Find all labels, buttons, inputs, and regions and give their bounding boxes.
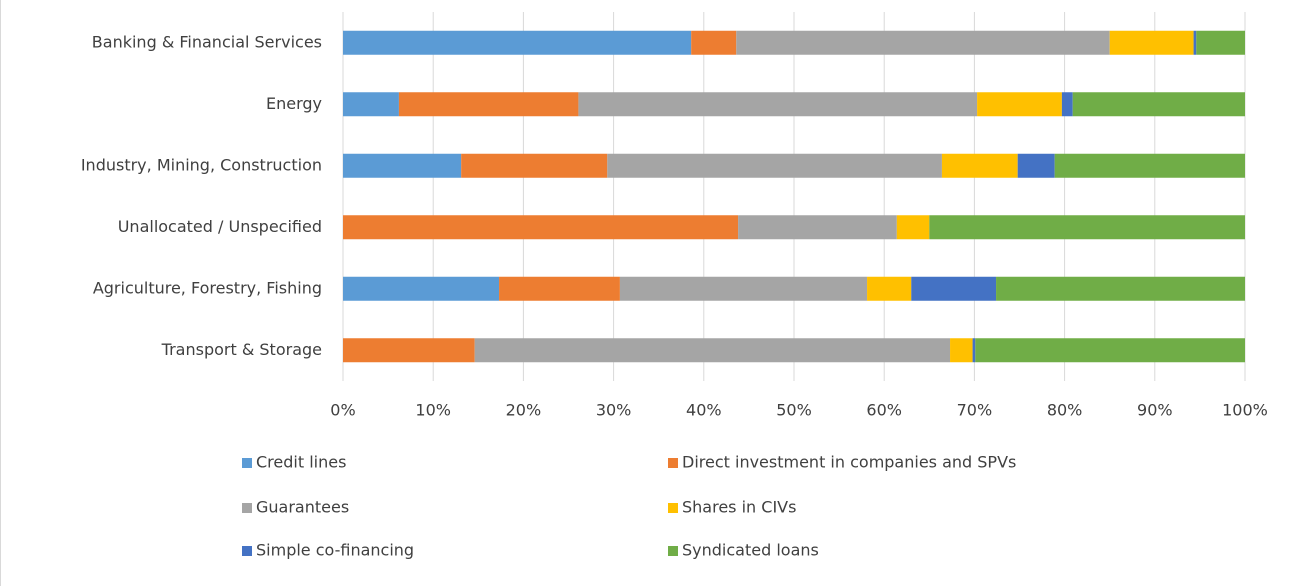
bar-segment <box>911 276 997 301</box>
y-tick-label: Industry, Mining, Construction <box>81 155 322 174</box>
y-tick-label: Banking & Financial Services <box>92 32 322 51</box>
legend-swatch <box>242 458 252 468</box>
x-tick-label: 90% <box>1137 401 1173 420</box>
bar-segment <box>499 276 620 301</box>
legend-swatch <box>242 546 252 556</box>
bar-segment <box>607 153 942 178</box>
bar-segment <box>343 215 739 240</box>
x-tick-label: 30% <box>596 401 632 420</box>
legend-label: Guarantees <box>256 498 349 517</box>
bar-segment <box>975 338 1245 363</box>
legend-label: Direct investment in companies and SPVs <box>682 453 1016 472</box>
bar-segment <box>474 338 951 363</box>
bar-segment <box>977 92 1062 117</box>
legend-swatch <box>668 458 678 468</box>
bar-segment <box>398 92 579 117</box>
y-tick-label: Unallocated / Unspecified <box>118 217 322 236</box>
bar-segment <box>578 92 978 117</box>
legend-label: Shares in CIVs <box>682 498 796 517</box>
legend-swatch <box>242 503 252 513</box>
legend-swatch <box>668 546 678 556</box>
bar-segment <box>929 215 1245 240</box>
bar-segment <box>461 153 608 178</box>
y-tick-label: Agriculture, Forestry, Fishing <box>93 278 322 297</box>
x-tick-label: 100% <box>1222 401 1268 420</box>
x-tick-label: 50% <box>776 401 812 420</box>
bar-segment <box>1054 153 1245 178</box>
x-tick-label: 60% <box>866 401 902 420</box>
bar-segment <box>343 338 475 363</box>
legend-label: Simple co-financing <box>256 541 414 560</box>
bar-segment <box>972 338 976 363</box>
bar-segment <box>343 30 692 55</box>
x-tick-label: 70% <box>957 401 993 420</box>
bar-segment <box>1196 30 1245 55</box>
bar-segment <box>691 30 737 55</box>
legend-label: Credit lines <box>256 453 346 472</box>
bar-segment <box>1109 30 1194 55</box>
bar-segment <box>941 153 1018 178</box>
bar-segment <box>1061 92 1073 117</box>
legend-swatch <box>668 503 678 513</box>
x-tick-label: 10% <box>415 401 451 420</box>
bar-segment <box>867 276 912 301</box>
x-tick-label: 40% <box>686 401 722 420</box>
x-tick-label: 20% <box>506 401 542 420</box>
bar-segment <box>619 276 868 301</box>
bar-segment <box>996 276 1245 301</box>
bar-segment <box>1017 153 1055 178</box>
bar-segment <box>1193 30 1197 55</box>
legend-label: Syndicated loans <box>682 541 819 560</box>
bar-segment <box>950 338 973 363</box>
bar-segment <box>736 30 1110 55</box>
bar-segment <box>343 153 462 178</box>
bar-segment <box>896 215 930 240</box>
bar-segment <box>1072 92 1245 117</box>
bar-segment <box>738 215 897 240</box>
x-tick-label: 0% <box>330 401 355 420</box>
y-tick-label: Energy <box>266 94 322 113</box>
bar-segment <box>343 92 399 117</box>
bar-segment <box>343 276 500 301</box>
x-tick-label: 80% <box>1047 401 1083 420</box>
y-tick-label: Transport & Storage <box>161 340 322 359</box>
